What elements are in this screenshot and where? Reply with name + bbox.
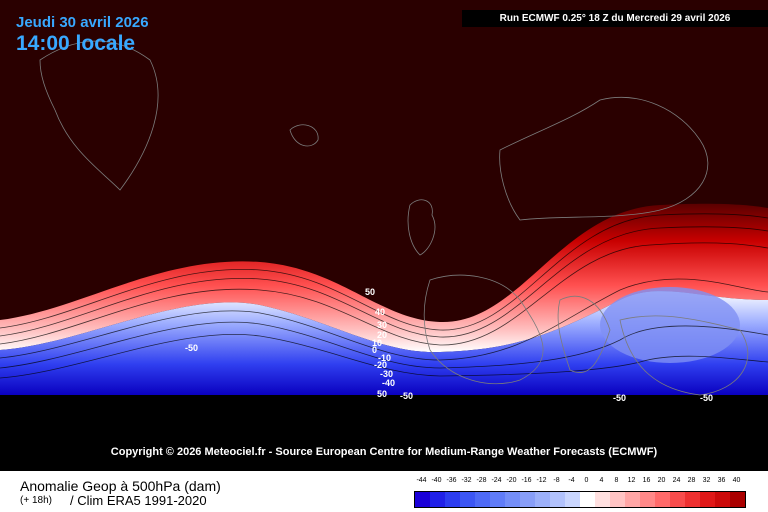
geopotential-contours [0,213,768,379]
scale-color-swatch [730,492,745,507]
positive-anomaly-band [0,203,768,353]
scale-tick-label: -20 [506,477,517,484]
scale-tick-label: 20 [657,477,666,484]
scale-color-swatch [625,492,640,507]
scale-tick-label: 24 [672,477,681,484]
forecast-time: 14:00 locale [16,32,136,55]
scale-tick-label: 4 [599,477,604,484]
scale-color-swatch [640,492,655,507]
scale-tick-label: 36 [717,477,726,484]
scale-color-swatch [490,492,505,507]
scale-tick-label: -24 [491,477,502,484]
scale-color-swatch [715,492,730,507]
climatology-label: / Clim ERA5 1991-2020 [70,493,207,508]
contour-label: 10 [372,338,383,348]
scale-tick-label: 12 [627,477,636,484]
coastlines [39,40,749,396]
scale-color-swatch [430,492,445,507]
scale-color-swatch [415,492,430,507]
map-panel: Jeudi 30 avril 2026 14:00 locale Run ECM… [0,0,768,471]
contour-label: -20 [374,360,388,370]
scale-color-swatch [700,492,715,507]
scale-tick-label: -8 [553,477,560,484]
color-scale-ticks: -44 -40 -36 -32 -28 -24 -20 -16 -12 -8 -4 0 4 8 12 16 20… [414,477,744,489]
southern-region [0,395,768,471]
contour-label: 40 [375,307,386,317]
scale-tick-label: 40 [732,477,741,484]
contour-label: -10 [378,353,392,363]
contour-label: -40 [382,378,396,388]
scale-color-swatch [520,492,535,507]
scale-tick-label: -16 [521,477,532,484]
legend-footer: Anomalie Geop à 500hPa (dam) (+ 18h) / C… [0,471,768,512]
scale-tick-label: 28 [687,477,696,484]
scale-tick-label: 16 [642,477,651,484]
scale-color-swatch [565,492,580,507]
scale-tick-label: -4 [568,477,575,484]
model-run-info: Run ECMWF 0.25° 18 Z du Mercredi 29 avri… [462,10,768,27]
negative-anomaly-band [0,291,768,395]
scale-tick-label: -36 [446,477,457,484]
scale-tick-label: 8 [614,477,619,484]
scale-color-swatch [460,492,475,507]
scale-tick-label: -12 [536,477,547,484]
scale-color-swatch [670,492,685,507]
scale-color-swatch [475,492,490,507]
contour-label: -50 [185,343,199,353]
contour-label: 0 [372,345,378,355]
scale-color-swatch [445,492,460,507]
scale-tick-label: 0 [584,477,589,484]
contour-label: -50 [400,391,414,401]
contour-label: -50 [613,393,627,403]
contour-label: 30 [377,320,388,330]
legend-title: Anomalie Geop à 500hPa (dam) [20,478,221,494]
scale-tick-label: 32 [702,477,711,484]
color-scale-bar [414,491,746,508]
contour-label: -50 [700,393,714,403]
low-core [600,287,740,363]
scale-tick-label: -40 [431,477,442,484]
scale-color-swatch [535,492,550,507]
contour-label: 50 [365,287,376,297]
scale-color-swatch [595,492,610,507]
scale-color-swatch [505,492,520,507]
lead-time: (+ 18h) [20,495,52,506]
scale-color-swatch [610,492,625,507]
scale-tick-label: -32 [461,477,472,484]
anomaly-map-graphic [0,40,768,471]
scale-tick-label: -28 [476,477,487,484]
contour-label: -30 [380,369,394,379]
forecast-date: Jeudi 30 avril 2026 [16,14,149,31]
scale-color-swatch [655,492,670,507]
scale-tick-label: -44 [416,477,427,484]
scale-color-swatch [550,492,565,507]
scale-color-swatch [580,492,595,507]
contour-label: 50 [377,389,388,399]
contour-label: 20 [377,330,388,340]
copyright-notice: Copyright © 2026 Meteociel.fr - Source E… [110,446,658,458]
scale-color-swatch [685,492,700,507]
